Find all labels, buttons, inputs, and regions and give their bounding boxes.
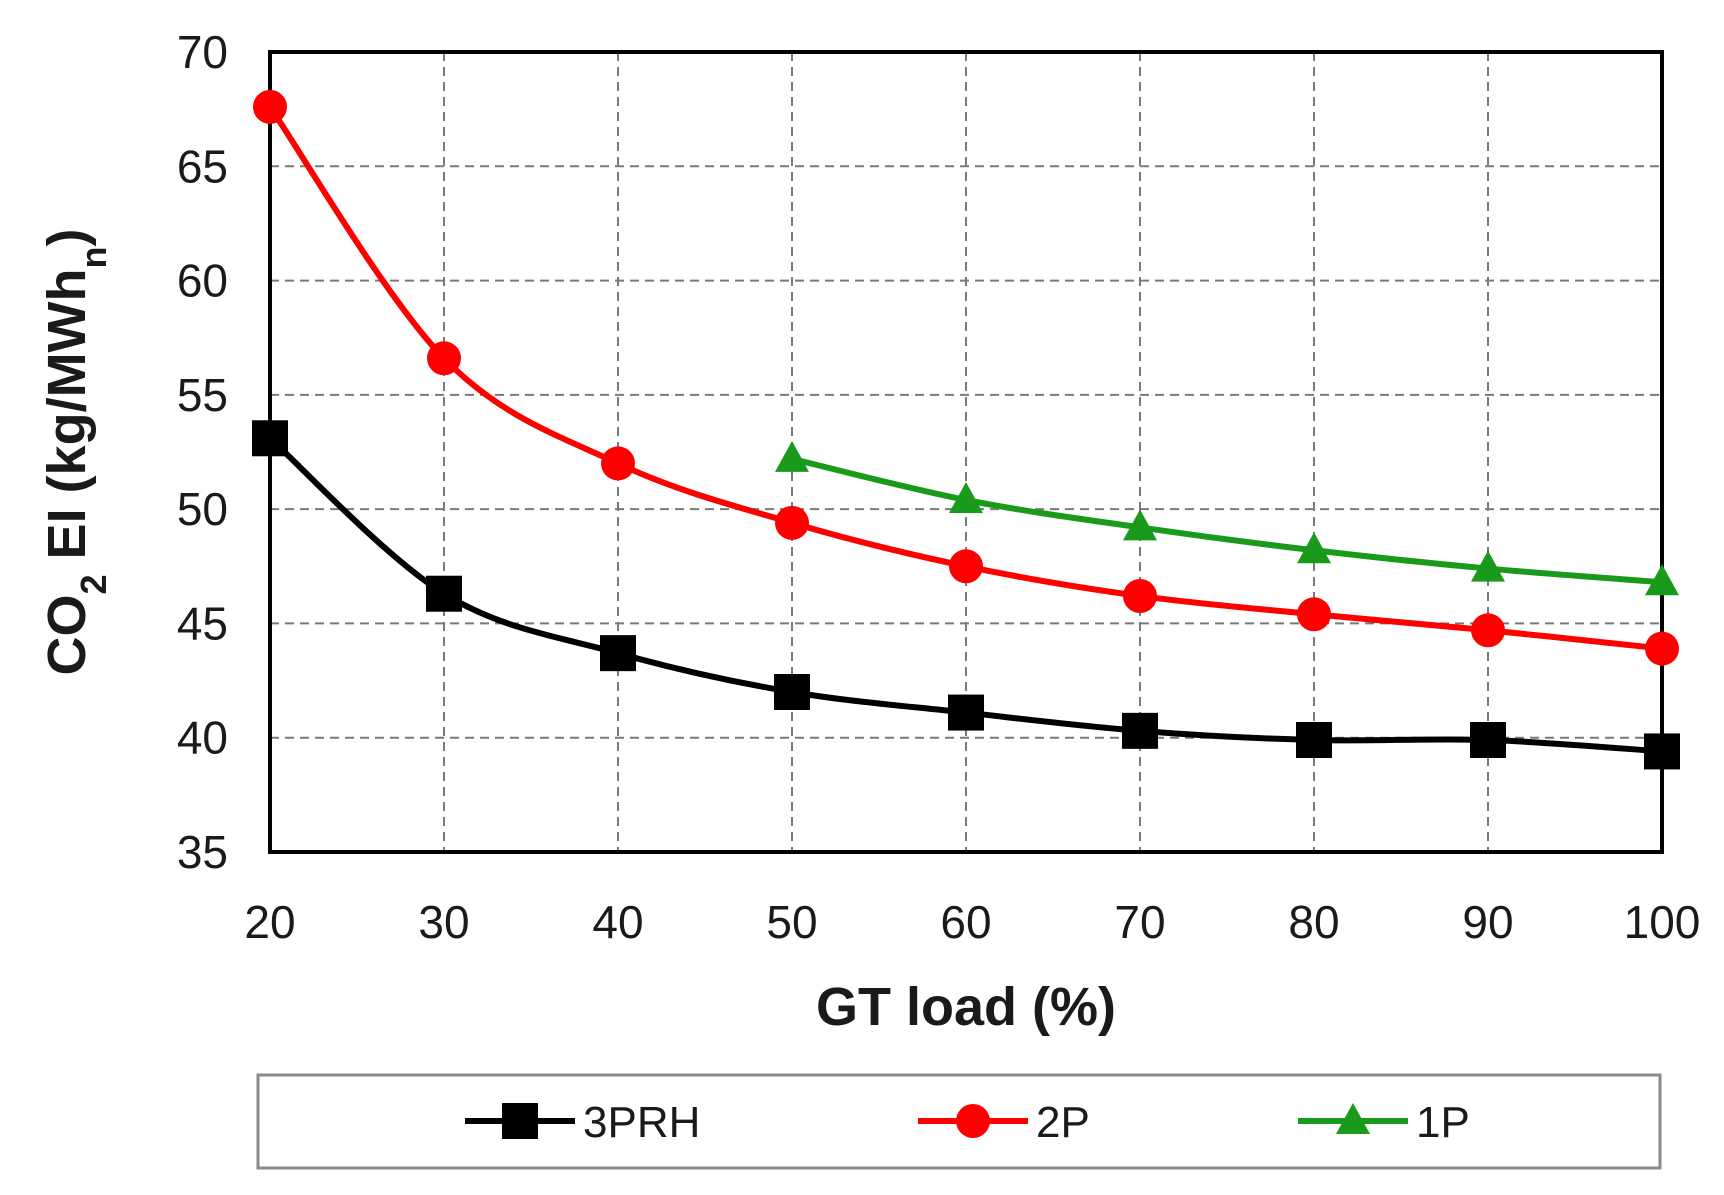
data-point-2p-90 xyxy=(1471,613,1505,648)
y-tick-label-60: 60 xyxy=(177,255,228,307)
y-tick-label-50: 50 xyxy=(177,483,228,535)
y-axis-title-subscript-2: 2 xyxy=(73,574,114,594)
legend-marker-1p xyxy=(1336,1103,1370,1134)
legend-label-2p: 2P xyxy=(1036,1098,1090,1147)
x-tick-label-50: 50 xyxy=(766,896,817,948)
y-tick-label-65: 65 xyxy=(177,140,228,192)
data-point-2p-40 xyxy=(601,446,635,481)
data-point-3prh-100 xyxy=(1644,733,1680,770)
data-series xyxy=(252,89,1680,770)
y-tick-label-35: 35 xyxy=(177,826,228,878)
legend-label-1p: 1P xyxy=(1416,1098,1470,1147)
y-axis-title: CO2 EI (kg/MWhn) xyxy=(37,229,114,676)
x-tick-label-60: 60 xyxy=(940,896,991,948)
legend-item-2p: 2P xyxy=(918,1098,1090,1147)
data-point-3prh-50 xyxy=(774,674,810,710)
data-point-3prh-70 xyxy=(1122,712,1158,749)
legend: 3PRH 2P 1P xyxy=(256,1073,1662,1170)
x-axis-title: GT load (%) xyxy=(816,977,1116,1037)
data-point-1p-100 xyxy=(1645,564,1679,596)
x-tick-label-100: 100 xyxy=(1624,896,1701,948)
x-tick-label-20: 20 xyxy=(244,896,295,948)
series-3prh xyxy=(252,420,1680,770)
legend-item-3prh: 3PRH xyxy=(465,1098,700,1147)
data-point-2p-80 xyxy=(1297,597,1331,632)
series-2p xyxy=(253,89,1679,666)
data-point-3prh-20 xyxy=(252,420,288,457)
legend-marker-3prh xyxy=(502,1103,538,1139)
y-axis-title-subscript-n: n xyxy=(73,246,114,268)
x-tick-label-70: 70 xyxy=(1114,896,1165,948)
data-point-2p-20 xyxy=(253,89,287,124)
x-tick-label-30: 30 xyxy=(418,896,469,948)
data-point-2p-70 xyxy=(1123,579,1157,613)
y-tick-label-45: 45 xyxy=(177,597,228,649)
tick-labels: 20 30 40 50 60 70 80 90 100 35 40 45 50 55 60 65 70 xyxy=(177,26,1701,948)
data-point-1p-80 xyxy=(1297,532,1331,564)
data-point-3prh-90 xyxy=(1470,722,1506,758)
x-tick-label-90: 90 xyxy=(1462,896,1513,948)
data-point-2p-50 xyxy=(775,505,809,540)
data-point-2p-100 xyxy=(1645,631,1679,666)
y-tick-label-40: 40 xyxy=(177,712,228,764)
data-point-3prh-30 xyxy=(426,575,462,612)
data-point-3prh-80 xyxy=(1296,722,1332,758)
data-point-3prh-60 xyxy=(948,694,984,731)
data-point-1p-50 xyxy=(775,440,809,472)
grid-lines xyxy=(270,52,1662,852)
y-axis-title-middle: EI (kg/MWh xyxy=(37,268,97,574)
data-point-2p-30 xyxy=(427,341,461,376)
data-point-2p-60 xyxy=(949,549,983,584)
series-1p xyxy=(775,440,1679,596)
legend-item-1p: 1P xyxy=(1298,1098,1470,1147)
y-tick-label-70: 70 xyxy=(177,26,228,78)
data-point-1p-90 xyxy=(1471,550,1505,582)
data-point-3prh-40 xyxy=(600,635,636,672)
y-axis-title-prefix: CO xyxy=(37,594,97,675)
legend-label-3prh: 3PRH xyxy=(583,1098,700,1147)
data-point-1p-70 xyxy=(1123,509,1157,541)
data-point-1p-60 xyxy=(949,482,983,513)
x-tick-label-80: 80 xyxy=(1288,896,1339,948)
series-line-2p xyxy=(267,105,1663,652)
legend-marker-2p xyxy=(956,1104,990,1138)
x-tick-label-40: 40 xyxy=(592,896,643,948)
y-tick-label-55: 55 xyxy=(177,369,228,421)
y-axis-title-suffix: ) xyxy=(37,229,97,247)
series-line-1p xyxy=(791,455,1663,586)
